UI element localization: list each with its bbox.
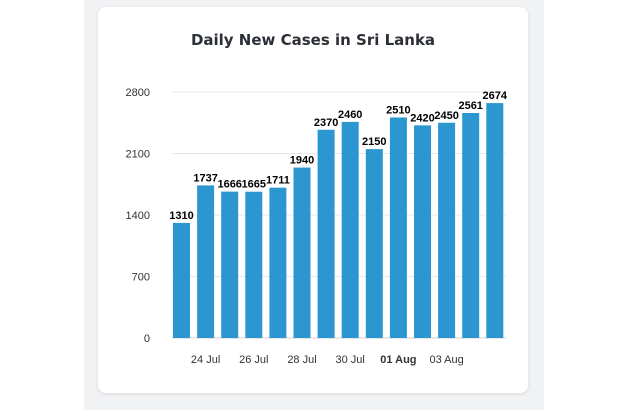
- y-tick-label: 700: [132, 272, 150, 284]
- bar: [317, 129, 335, 338]
- chart-title: Daily New Cases in Sri Lanka: [190, 31, 436, 49]
- bar: [438, 122, 456, 338]
- data-label: 2150: [362, 136, 386, 148]
- data-label: 2561: [458, 100, 482, 112]
- data-label: 2674: [483, 90, 508, 102]
- bar: [197, 185, 215, 338]
- data-label: 1310: [169, 210, 193, 222]
- data-label: 2420: [410, 112, 434, 124]
- x-tick-label: 26 Jul: [239, 354, 268, 366]
- data-label: 1711: [266, 175, 290, 187]
- bar: [221, 191, 239, 338]
- x-tick-label: 28 Jul: [287, 354, 316, 366]
- bar: [173, 222, 190, 338]
- data-label: 2450: [434, 110, 458, 122]
- x-tick-label: 30 Jul: [336, 354, 365, 366]
- y-tick-label: 1400: [126, 210, 150, 222]
- bar: [293, 167, 311, 338]
- bar: [462, 112, 480, 338]
- data-label: 2460: [338, 109, 362, 121]
- bar: [389, 117, 407, 338]
- data-label: 1737: [193, 172, 217, 184]
- chart-card: Daily New Cases in Sri Lanka 0 700 1400 210…: [98, 7, 528, 393]
- data-label: 1940: [290, 155, 314, 167]
- y-tick-label: 0: [144, 333, 150, 345]
- y-tick-label: 2100: [126, 149, 150, 161]
- bar: [414, 125, 431, 338]
- data-label: 2370: [314, 117, 338, 129]
- data-label: 1666: [217, 179, 241, 191]
- x-tick-label: 24 Jul: [191, 354, 220, 366]
- x-tick-label: 01 Aug: [380, 354, 416, 366]
- data-label: 2510: [386, 104, 410, 116]
- data-label: 1665: [242, 179, 266, 191]
- bar: [269, 187, 287, 338]
- bar: [486, 103, 504, 338]
- x-tick-label: 03 Aug: [429, 354, 463, 366]
- bar: [341, 121, 359, 338]
- bar: [365, 149, 383, 338]
- bar: [245, 191, 263, 338]
- y-tick-label: 2800: [126, 87, 150, 99]
